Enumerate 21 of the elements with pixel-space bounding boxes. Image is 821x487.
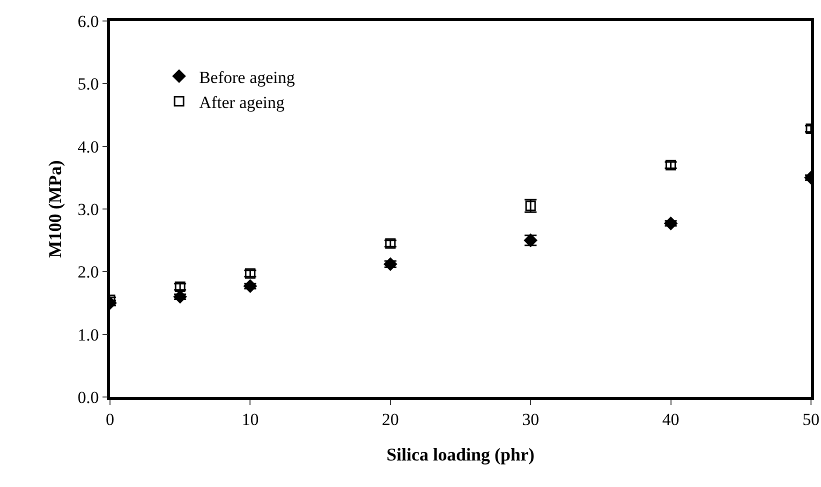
y-tick-label: 6.0 — [78, 12, 99, 31]
point — [384, 258, 397, 271]
y-tick-label: 2.0 — [78, 262, 99, 282]
y-axis-title: M100 (MPa) — [44, 160, 65, 258]
y-tick-label: 3.0 — [78, 200, 99, 219]
point — [664, 216, 678, 230]
x-tick-label: 50 — [802, 410, 820, 430]
y-tick-label: 5.0 — [78, 74, 99, 94]
legend-label: After ageing — [199, 92, 285, 112]
y-tick-label: 4.0 — [78, 137, 99, 156]
legend-label: Before ageing — [199, 68, 296, 87]
x-tick-label: 0 — [106, 410, 114, 430]
y-tick-label: 0.0 — [78, 388, 99, 407]
x-tick-label: 20 — [382, 410, 399, 430]
y-tick-label: 1.0 — [78, 325, 99, 344]
x-tick-label: 10 — [242, 410, 259, 430]
point — [244, 279, 257, 293]
point — [174, 290, 187, 304]
x-tick-label: 30 — [522, 410, 540, 430]
x-axis-title: Silica loading (phr) — [386, 444, 535, 464]
x-tick-label: 40 — [662, 410, 680, 430]
